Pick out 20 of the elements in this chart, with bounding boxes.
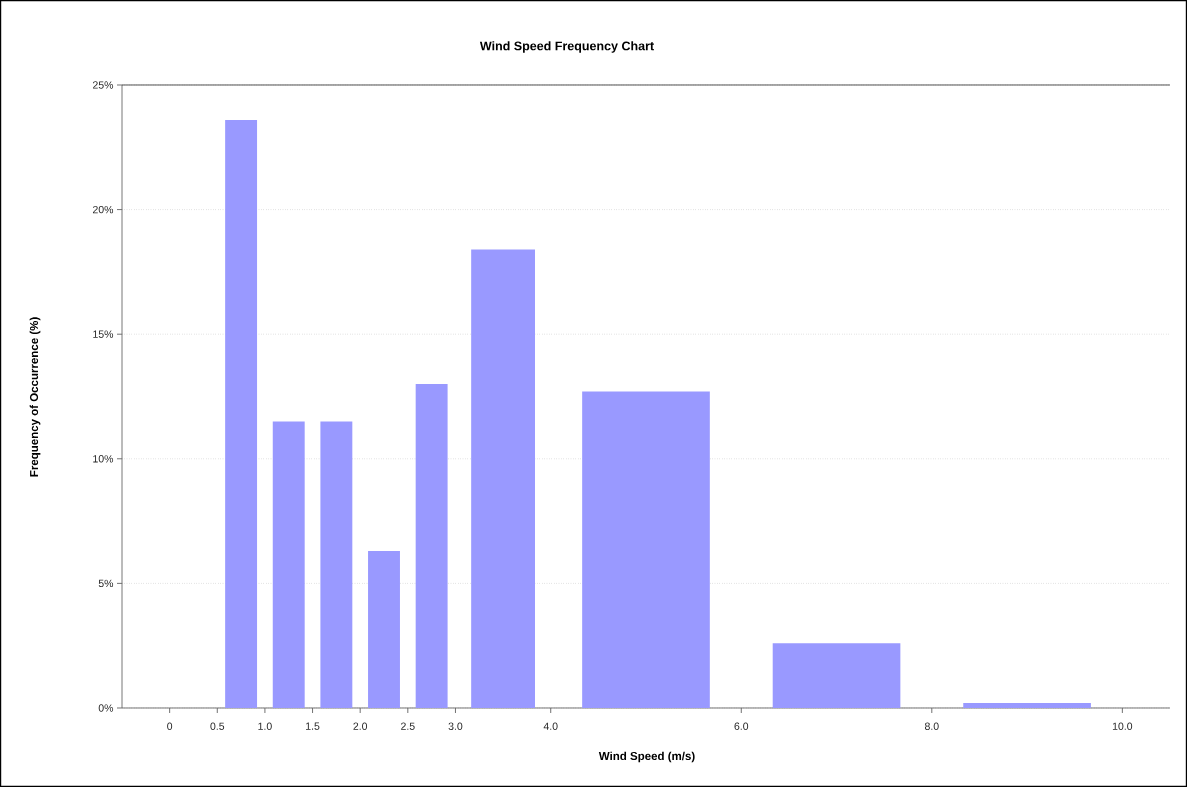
y-axis-title: Frequency of Occurrence (%) <box>29 317 41 477</box>
x-tick-label: 2.0 <box>353 722 368 730</box>
x-tick-label: 0.5 <box>210 722 225 730</box>
x-tick-label: 4.0 <box>543 722 558 730</box>
y-tick-label: 0% <box>98 704 114 712</box>
chart-title: Wind Speed Frequency Chart <box>479 41 654 53</box>
x-tick-label: 8.0 <box>924 722 939 730</box>
y-tick-label: 25% <box>92 81 114 89</box>
x-axis-title: Wind Speed (m/s) <box>598 751 695 763</box>
x-tick-label: 1.0 <box>258 722 272 730</box>
x-tick-label: 0 <box>167 722 173 730</box>
x-tick-label: 2.5 <box>401 722 415 730</box>
x-tick-label: 6.0 <box>734 722 749 730</box>
x-tick-label: 10.0 <box>1112 722 1133 730</box>
y-tick-label: 5% <box>98 579 114 588</box>
y-tick-label: 15% <box>93 330 114 338</box>
y-tick-label: 20% <box>92 205 114 214</box>
x-tick-label: 1.5 <box>306 722 320 730</box>
x-tick-label: 3.0 <box>448 722 463 730</box>
y-tick-label: 10% <box>93 455 114 463</box>
